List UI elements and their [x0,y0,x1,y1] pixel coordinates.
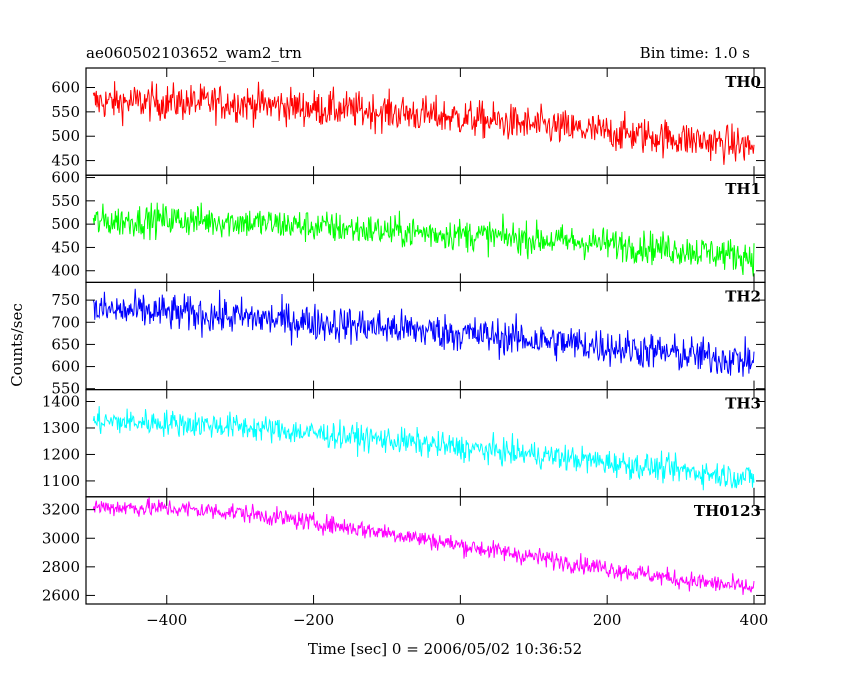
y-tick-label: 1100 [42,472,80,490]
series-line-th1 [92,202,755,277]
series-label-th0: TH0 [725,73,761,91]
y-tick-label: 400 [51,262,80,280]
y-tick-label: 500 [51,127,80,145]
y-tick-label: 1400 [42,393,80,411]
series-line-th3 [92,406,755,491]
y-tick-label: 600 [51,169,80,187]
series-label-th0123: TH0123 [694,502,761,520]
y-tick-label: 550 [51,103,80,121]
x-tick-label: −200 [293,611,334,629]
x-tick-label: 400 [740,611,769,629]
y-tick-label: 500 [51,215,80,233]
series-line-th0123 [92,497,755,595]
y-tick-label: 600 [51,78,80,96]
y-tick-label: 3000 [42,529,80,547]
x-tick-label: −400 [146,611,187,629]
y-tick-label: 700 [51,313,80,331]
y-tick-label: 600 [51,358,80,376]
y-tick-label: 550 [51,380,80,398]
x-tick-label: 0 [456,611,466,629]
series-label-th2: TH2 [725,287,761,305]
y-tick-label: 450 [51,152,80,170]
y-tick-label: 750 [51,291,80,309]
y-tick-label: 2600 [42,586,80,604]
y-tick-label: 3200 [42,501,80,519]
y-tick-label: 550 [51,192,80,210]
bin-time-label: Bin time: 1.0 s [639,44,750,62]
y-axis-label: Counts/sec [8,303,26,387]
y-tick-label: 1300 [42,419,80,437]
x-tick-label: 200 [593,611,622,629]
y-tick-label: 450 [51,238,80,256]
y-tick-label: 650 [51,335,80,353]
y-tick-label: 1200 [42,445,80,463]
x-axis-label: Time [sec] 0 = 2006/05/02 10:36:52 [307,640,583,658]
series-label-th3: TH3 [725,395,761,413]
series-label-th1: TH1 [725,180,761,198]
panel-frame-th0 [85,67,766,176]
series-line-th2 [92,288,755,377]
chart-title: ae060502103652_wam2_trn [86,44,302,62]
series-line-th0 [92,81,755,165]
panel-frame-th1 [85,174,766,283]
y-tick-label: 2800 [42,558,80,576]
panel-frame-th0123 [85,496,766,605]
